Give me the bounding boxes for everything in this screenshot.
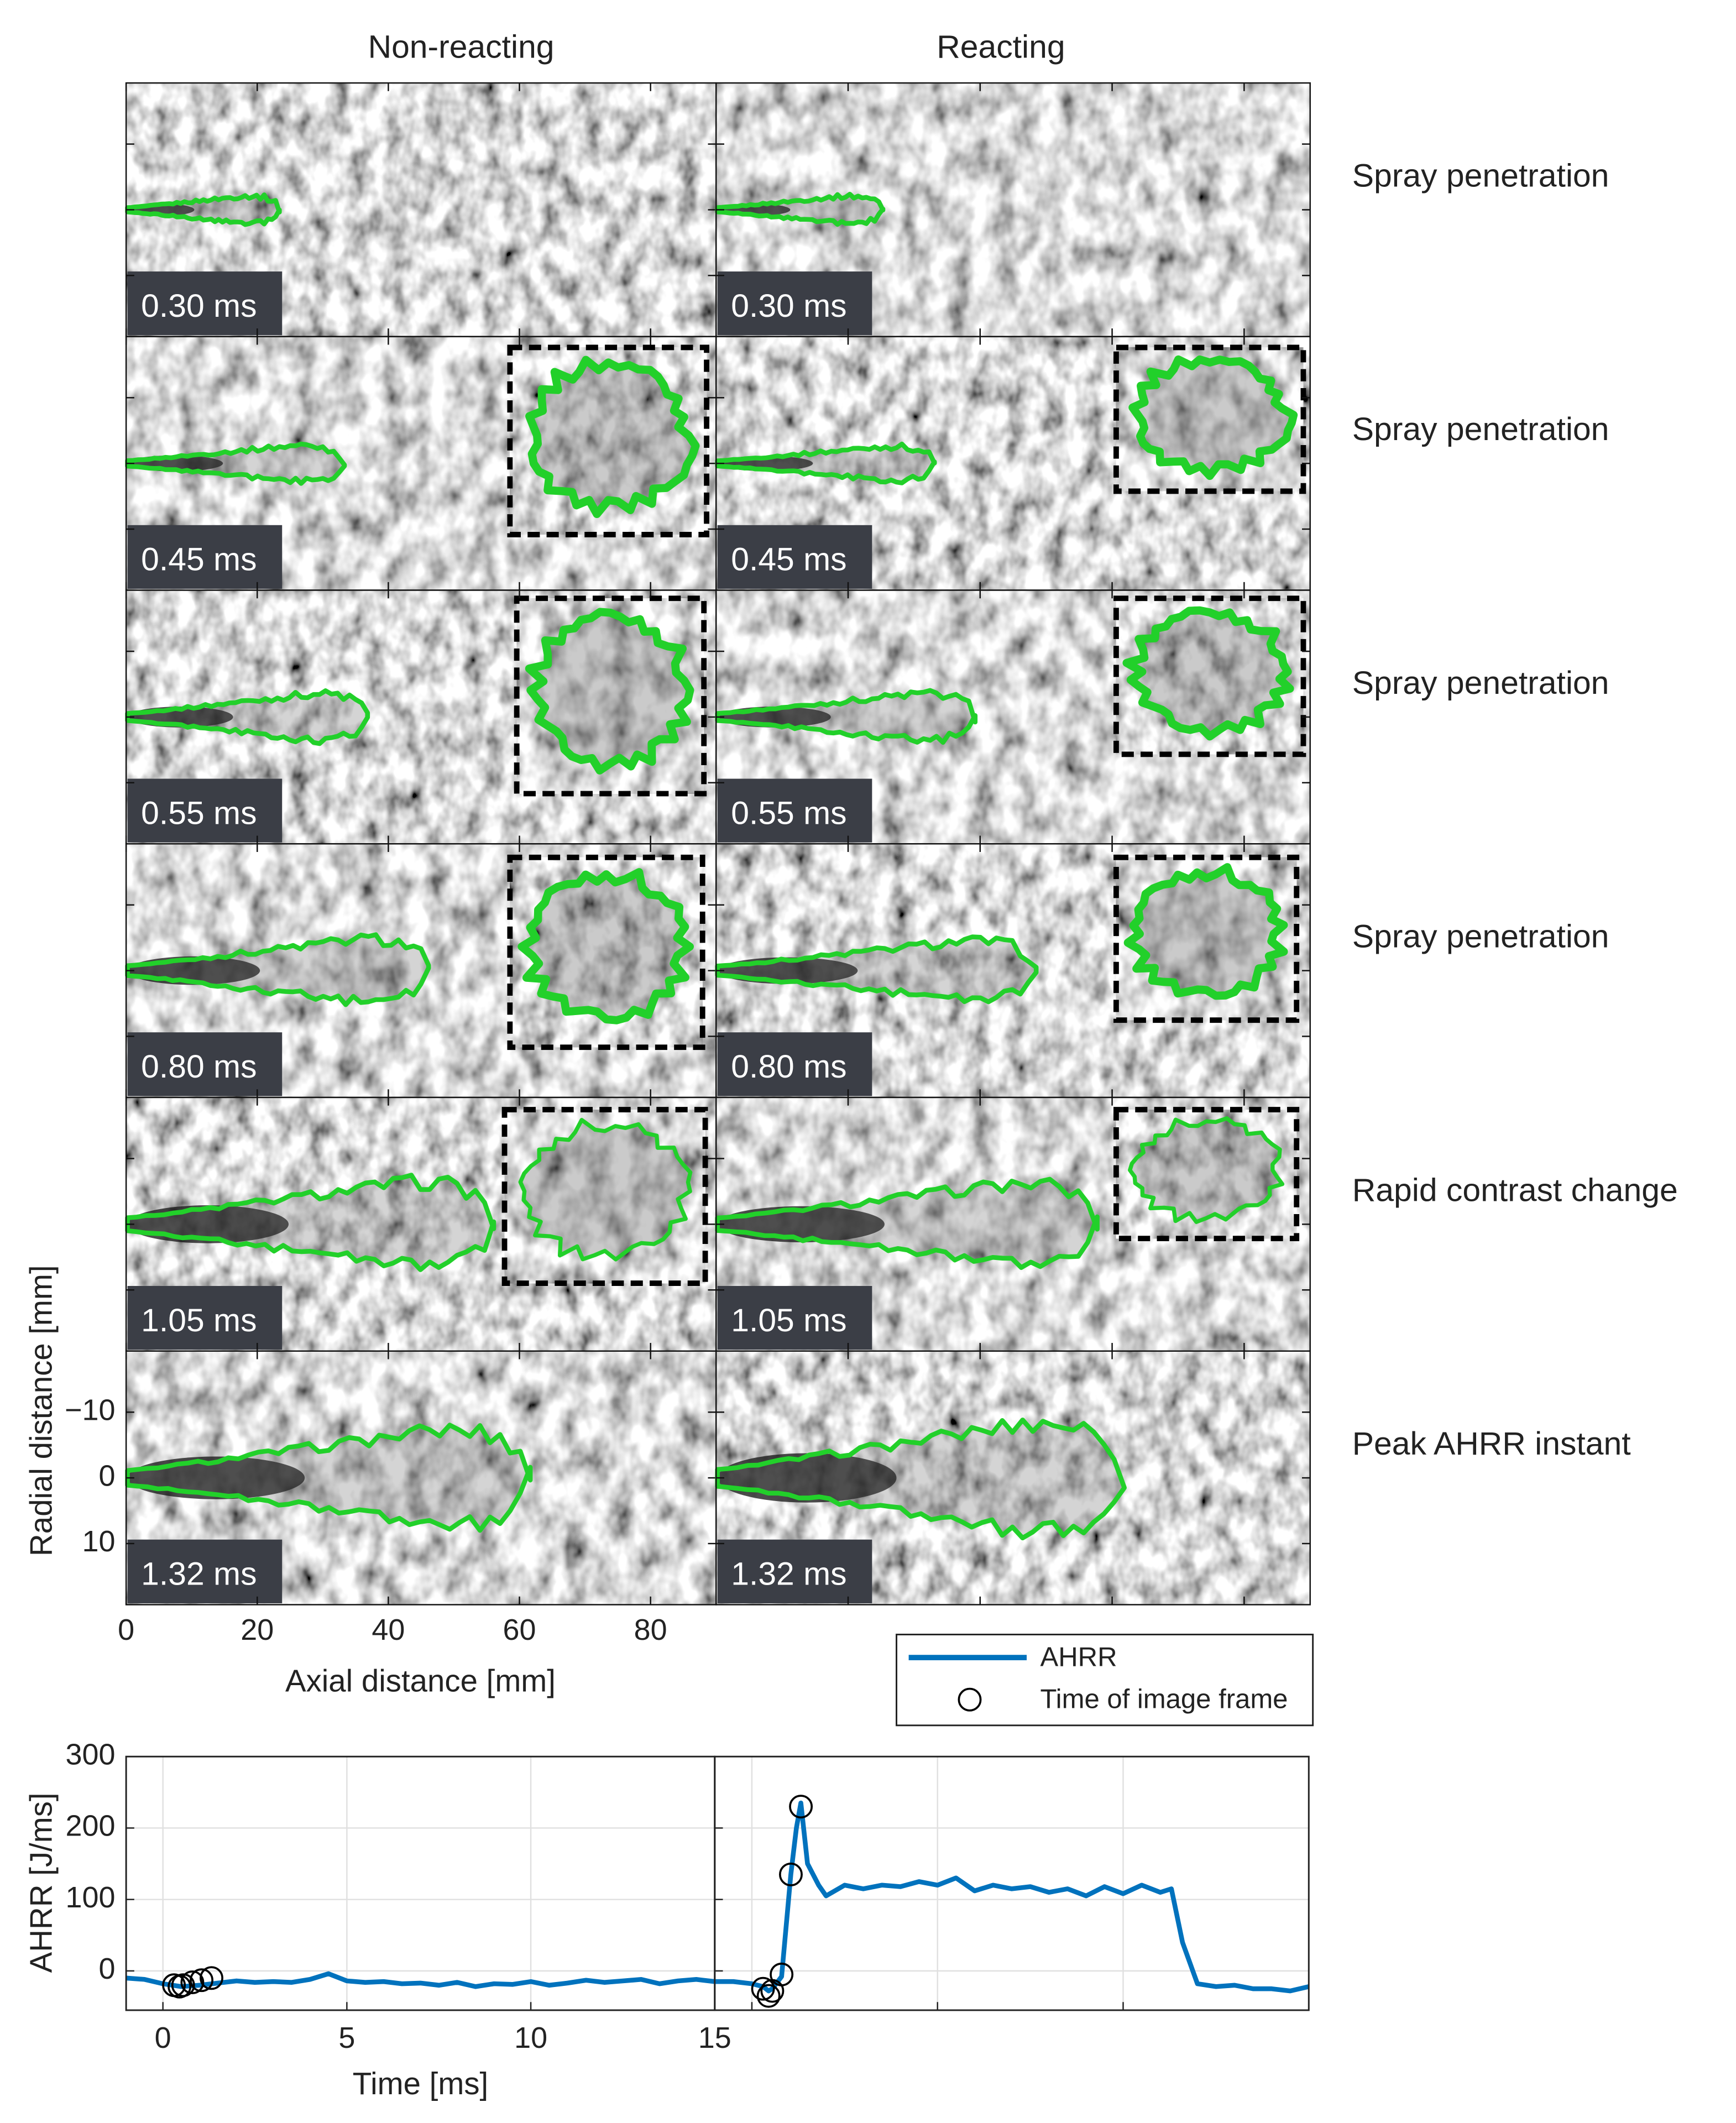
row-label: Spray penetration	[1352, 158, 1609, 194]
spray-contour	[715, 191, 886, 227]
inset-contour	[1128, 1116, 1285, 1224]
x-axis-label: Time [ms]	[353, 2066, 488, 2101]
frame-time: 0.55 ms	[731, 795, 846, 831]
frame-time-box	[127, 778, 283, 843]
inset-contour	[518, 1118, 693, 1262]
x-tick-label: 40	[372, 1613, 405, 1646]
frame-time: 1.32 ms	[731, 1556, 846, 1592]
spray-contour	[715, 688, 978, 745]
frame-marker	[180, 1970, 205, 1995]
x-tick-label: 15	[698, 2021, 731, 2054]
inset-image	[1116, 598, 1304, 755]
spray-contour	[715, 1176, 1100, 1270]
frame-marker	[770, 1962, 794, 1986]
frame-marker	[171, 1973, 195, 1997]
frame-time-box	[127, 271, 283, 336]
y-tick-label: 0	[99, 1459, 116, 1492]
x-tick-label: 0	[155, 2021, 171, 2054]
x-tick-label: 60	[503, 1613, 536, 1646]
inset-frame	[507, 854, 705, 1050]
row-label: Spray penetration	[1352, 411, 1609, 447]
frame-marker	[190, 1968, 214, 1993]
y-tick-label: 300	[65, 1738, 115, 1771]
inset-contour	[525, 608, 694, 775]
frame-time: 0.55 ms	[141, 795, 257, 831]
plot-frame	[714, 1755, 1310, 2011]
inset-image	[504, 1110, 705, 1284]
spray-contour	[125, 1423, 533, 1533]
inset-frame	[507, 344, 709, 537]
spray-contour	[125, 441, 347, 486]
spray-contour	[715, 1418, 1127, 1541]
y-tick-label: 0	[99, 1952, 116, 1985]
y-tick-label: 100	[65, 1881, 115, 1914]
frame-time-box	[717, 1539, 872, 1604]
frame-time: 1.05 ms	[141, 1303, 257, 1338]
frame-time: 0.30 ms	[141, 288, 257, 324]
frame-time-box	[127, 525, 283, 589]
inset-contour	[525, 355, 700, 519]
x-tick-label: 20	[240, 1613, 274, 1646]
x-tick-label: 5	[338, 2021, 355, 2054]
y-axis-label: Radial distance [mm]	[23, 1265, 58, 1556]
frame-time-box	[127, 1032, 283, 1096]
row-label: Peak AHRR instant	[1352, 1426, 1631, 1462]
frame-time: 0.80 ms	[141, 1049, 257, 1085]
inset-frame	[1113, 1107, 1300, 1242]
frame-time: 0.45 ms	[731, 542, 846, 578]
inset-frame	[1113, 344, 1306, 494]
inset-contour	[1123, 863, 1288, 1000]
spray-contour	[125, 932, 431, 1007]
x-axis-label: Axial distance [mm]	[285, 1664, 556, 1698]
spray-contour	[125, 192, 282, 227]
frame-time: 0.45 ms	[141, 542, 257, 578]
frame-marker	[789, 1795, 813, 1819]
x-tick-label: 10	[514, 2021, 547, 2054]
frame-time: 0.80 ms	[731, 1049, 846, 1085]
row-label: Spray penetration	[1352, 919, 1609, 955]
column-title: Reacting	[937, 29, 1065, 65]
row-label: Spray penetration	[1352, 665, 1609, 701]
y-axis-label: AHRR [J/ms]	[23, 1792, 58, 1973]
frame-time: 1.32 ms	[141, 1556, 257, 1592]
legend-label: AHRR	[1040, 1643, 1117, 1672]
inset-frame	[514, 595, 707, 797]
inset-frame	[1113, 595, 1306, 757]
frame-time-box	[717, 1032, 872, 1096]
y-tick-label: −10	[65, 1394, 116, 1427]
frame-time-box	[127, 1285, 283, 1350]
spray-contour	[715, 934, 1039, 1005]
spray-contour	[125, 688, 370, 746]
frame-marker	[200, 1966, 223, 1990]
inset-contour	[517, 868, 694, 1024]
legend-label: Time of image frame	[1040, 1685, 1288, 1714]
inset-contour	[1128, 355, 1298, 480]
frame-time: 1.05 ms	[731, 1303, 846, 1338]
frame-time: 0.30 ms	[731, 288, 846, 324]
x-tick-label: 80	[634, 1613, 667, 1646]
frame-time-box	[717, 778, 872, 843]
y-tick-label: 200	[65, 1810, 115, 1843]
ahrr-line	[714, 1800, 1310, 1994]
column-title: Non-reacting	[368, 29, 555, 65]
spray-contour	[715, 441, 937, 485]
inset-frame	[501, 1107, 708, 1286]
frame-time-box	[717, 271, 872, 336]
frame-time-box	[127, 1539, 283, 1604]
legend-marker	[958, 1687, 982, 1712]
inset-contour	[1122, 606, 1294, 741]
frame-time-box	[717, 1285, 872, 1350]
frame-time-box	[717, 525, 872, 589]
plot-frame	[125, 1755, 716, 2011]
row-label: Rapid contrast change	[1352, 1172, 1678, 1208]
frame-marker	[751, 1976, 775, 2001]
y-tick-label: 10	[82, 1525, 116, 1558]
frame-marker	[756, 1984, 781, 2008]
spray-contour	[125, 1173, 496, 1272]
ahrr-line	[126, 1971, 715, 1989]
frame-marker	[778, 1862, 803, 1886]
x-tick-label: 0	[118, 1613, 134, 1646]
